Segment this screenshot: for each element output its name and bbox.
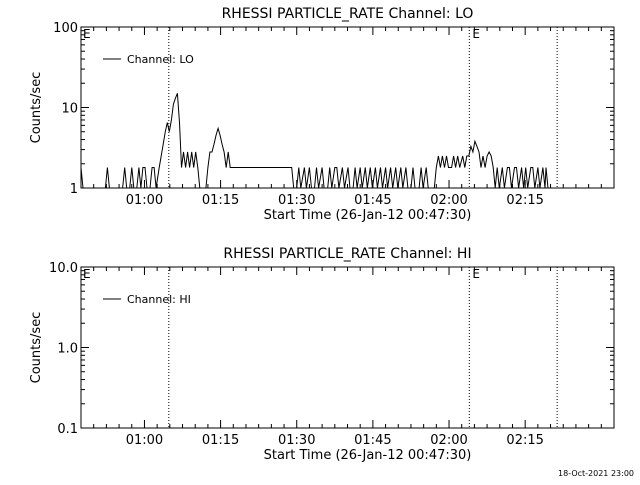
chart-panel-2: RHESSI PARTICLE_RATE Channel: HI 0.1 1.0 10… xyxy=(29,246,615,463)
x-tick-label: 01:00 xyxy=(126,193,163,208)
x-axis-label: Start Time (26-Jan-12 00:47:30) xyxy=(264,208,472,223)
y-tick-label: 10 xyxy=(61,102,78,117)
y-tick-label: 1 xyxy=(70,182,78,197)
y-tick-label: 1.0 xyxy=(57,342,78,357)
x-tick-label: 01:45 xyxy=(354,193,391,208)
series-line-1 xyxy=(80,93,549,189)
x-tick-label: 02:15 xyxy=(506,433,543,448)
chart-title: RHESSI PARTICLE_RATE Channel: HI xyxy=(223,246,471,262)
x-tick-label: 01:30 xyxy=(278,433,315,448)
x-tick-label: 01:30 xyxy=(278,193,315,208)
plot-frame xyxy=(80,26,615,189)
event-marker-label: E xyxy=(83,267,91,281)
legend-entry: Channel: HI xyxy=(127,293,191,306)
y-axis-label: Counts/sec xyxy=(29,312,44,384)
y-tick-label: 0.1 xyxy=(57,422,78,437)
generated-timestamp: 18-Oct-2021 23:00 xyxy=(558,469,634,478)
event-marker-label: E xyxy=(472,27,480,41)
y-tick-label: 10.0 xyxy=(49,261,78,276)
legend-entry: Channel: LO xyxy=(127,53,194,66)
x-tick-label: 01:45 xyxy=(354,433,391,448)
chart-panel-1: RHESSI PARTICLE_RATE Channel: LO 1 10 100 01… xyxy=(29,6,615,223)
y-tick-label: 100 xyxy=(53,21,78,36)
chart-title: RHESSI PARTICLE_RATE Channel: LO xyxy=(222,6,474,22)
event-marker-label: E xyxy=(472,267,480,281)
x-tick-label: 02:00 xyxy=(430,433,467,448)
x-tick-label: 02:00 xyxy=(430,193,467,208)
plot-frame xyxy=(80,266,615,429)
x-axis-label: Start Time (26-Jan-12 00:47:30) xyxy=(264,448,472,463)
x-tick-label: 01:15 xyxy=(202,433,239,448)
event-marker-label: E xyxy=(83,27,91,41)
x-tick-label: 01:00 xyxy=(126,433,163,448)
y-axis-label: Counts/sec xyxy=(29,72,44,144)
x-tick-label: 02:15 xyxy=(506,193,543,208)
x-tick-label: 01:15 xyxy=(202,193,239,208)
